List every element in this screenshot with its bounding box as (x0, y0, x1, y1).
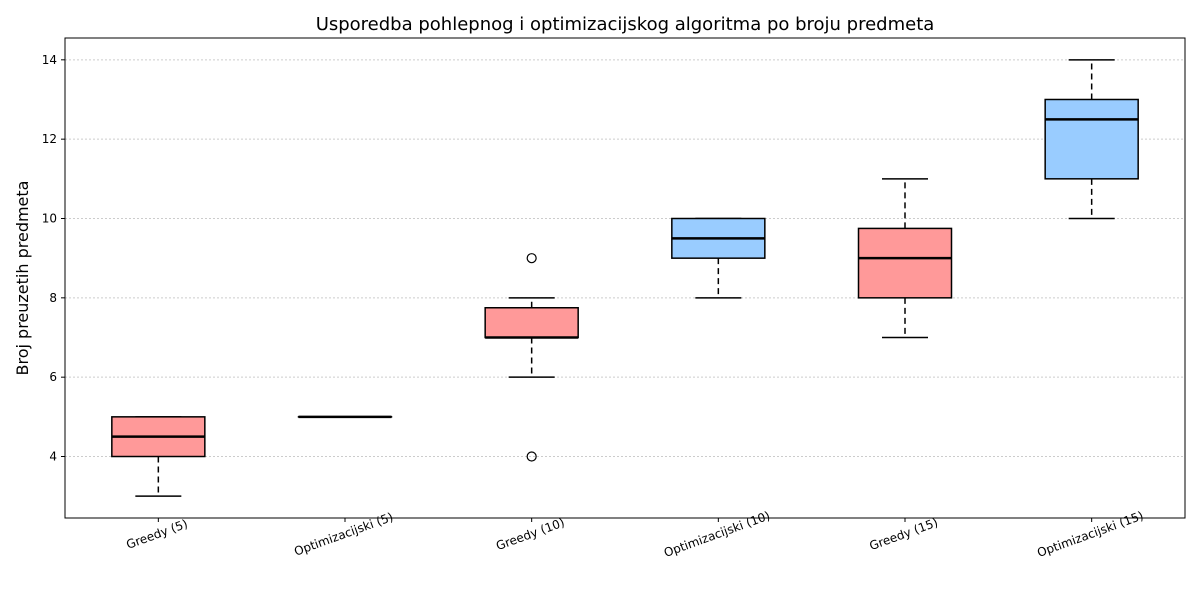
y-tick-label: 8 (49, 291, 57, 305)
axis-ticks: 4 6 8 10 12 14 Greedy (5) Optimizacijski (5) Gre… (42, 53, 1146, 560)
x-tick-label: Greedy (5) (124, 517, 189, 552)
box-optimizacijski (1044, 59, 1139, 220)
box-optimizacijski (671, 217, 766, 299)
x-tick-label: Optimizacijski (10) (662, 509, 772, 560)
box-greedy (484, 253, 579, 462)
iqr-box (1044, 98, 1139, 180)
box-greedy (857, 178, 953, 339)
y-tick-label: 10 (42, 211, 57, 225)
y-axis-label: Broj preuzetih predmeta (13, 181, 32, 376)
outlier-point (526, 451, 537, 462)
grid-lines (65, 59, 1185, 458)
y-tick-label: 4 (49, 450, 57, 464)
x-tick-label: Optimizacijski (15) (1035, 509, 1145, 560)
iqr-box (857, 227, 953, 299)
iqr-box (484, 307, 579, 339)
chart-title: Usporedba pohlepnog i optimizacijskog al… (316, 14, 935, 35)
outlier-point (526, 253, 537, 264)
y-tick-label: 12 (42, 132, 57, 146)
y-tick-label: 14 (42, 53, 57, 67)
boxes-layer (111, 59, 1139, 497)
x-tick-label: Greedy (15) (867, 515, 939, 553)
plot-area-frame (64, 37, 1186, 519)
x-tick-label: Greedy (10) (494, 515, 566, 553)
y-tick-label: 6 (49, 370, 57, 384)
box-greedy (111, 416, 206, 497)
x-tick-label: Optimizacijski (5) (292, 510, 395, 559)
